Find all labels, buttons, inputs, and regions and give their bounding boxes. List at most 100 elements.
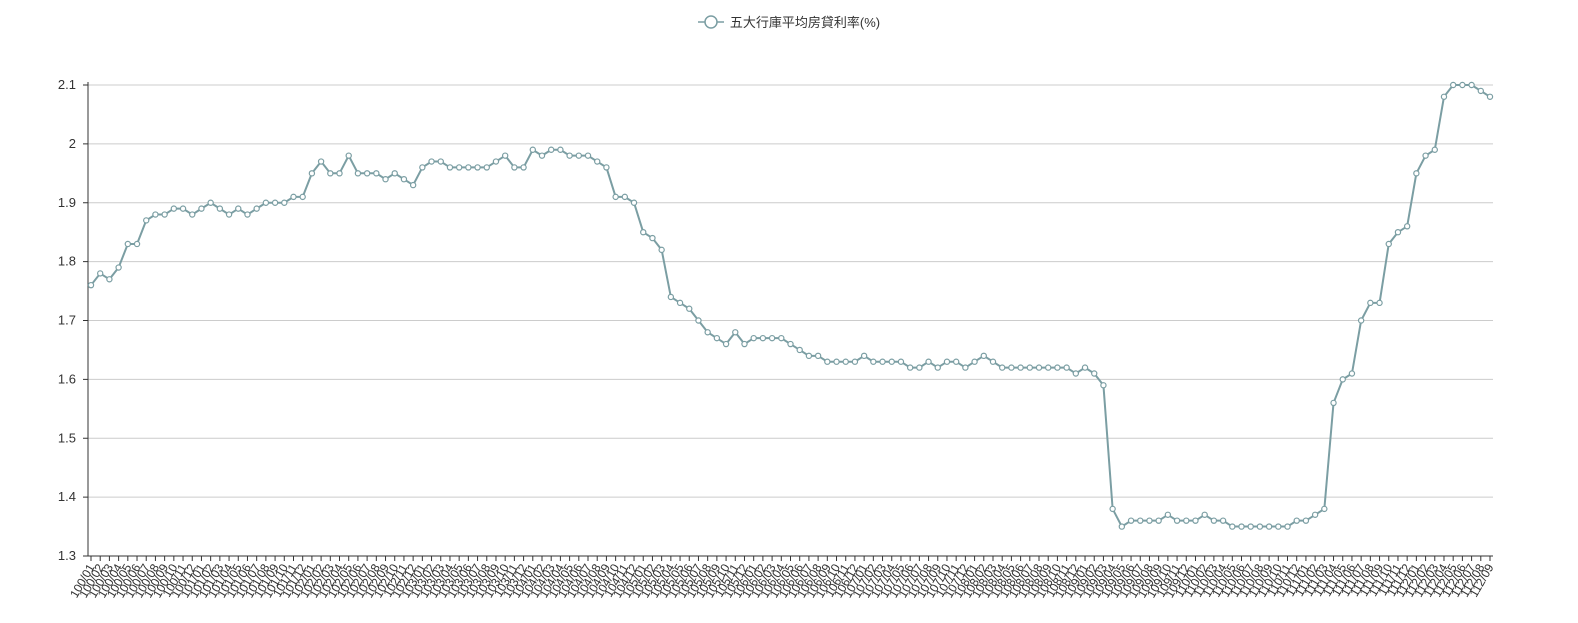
data-point[interactable] (1376, 299, 1383, 307)
data-point[interactable] (1321, 505, 1328, 513)
data-point[interactable] (906, 364, 914, 371)
data-point[interactable] (621, 193, 629, 201)
data-point[interactable] (1063, 364, 1070, 371)
data-point[interactable] (1072, 370, 1080, 377)
data-point[interactable] (1100, 382, 1107, 389)
data-point[interactable] (842, 358, 849, 365)
data-point[interactable] (235, 205, 242, 212)
data-point[interactable] (860, 352, 868, 360)
data-point[interactable] (713, 334, 721, 342)
data-point[interactable] (474, 164, 481, 171)
data-point[interactable] (814, 352, 822, 360)
data-point[interactable] (133, 240, 141, 248)
data-point[interactable] (704, 329, 711, 336)
data-point[interactable] (124, 240, 132, 248)
data-point[interactable] (943, 358, 951, 365)
data-point[interactable] (584, 152, 592, 159)
data-point[interactable] (1302, 517, 1310, 524)
data-point[interactable] (934, 364, 941, 371)
data-point[interactable] (1403, 223, 1411, 230)
data-point[interactable] (354, 170, 362, 177)
data-point[interactable] (575, 152, 583, 159)
data-point[interactable] (189, 211, 196, 218)
data-point[interactable] (363, 170, 371, 177)
data-point[interactable] (529, 146, 536, 153)
data-point[interactable] (1357, 317, 1365, 324)
data-point[interactable] (446, 164, 454, 171)
data-point[interactable] (778, 334, 785, 342)
data-point[interactable] (1201, 511, 1208, 518)
data-point[interactable] (1192, 517, 1199, 524)
data-point[interactable] (1486, 93, 1494, 100)
legend-item[interactable]: 五大行庫平均房貸利率(%) (697, 12, 880, 31)
data-point[interactable] (1210, 517, 1218, 524)
data-point[interactable] (428, 158, 435, 165)
data-point[interactable] (1219, 517, 1227, 524)
data-point[interactable] (262, 199, 270, 206)
data-point[interactable] (566, 152, 573, 159)
data-point[interactable] (1054, 364, 1061, 371)
data-point[interactable] (962, 364, 969, 371)
data-point[interactable] (419, 164, 426, 171)
data-point[interactable] (152, 211, 159, 218)
data-point[interactable] (630, 199, 638, 206)
data-point[interactable] (1459, 81, 1466, 89)
data-point[interactable] (143, 217, 150, 224)
data-point[interactable] (805, 352, 813, 360)
data-point[interactable] (511, 164, 518, 171)
data-point[interactable] (345, 152, 352, 159)
data-point[interactable] (658, 246, 665, 254)
data-point[interactable] (879, 358, 886, 365)
data-point[interactable] (1385, 240, 1392, 248)
data-point[interactable] (870, 358, 877, 365)
data-point[interactable] (594, 158, 601, 165)
data-point[interactable] (1017, 364, 1024, 371)
data-point[interactable] (768, 334, 776, 342)
data-point[interactable] (271, 199, 279, 206)
data-point[interactable] (732, 329, 739, 336)
data-point[interactable] (1468, 81, 1475, 89)
data-point[interactable] (244, 211, 251, 218)
data-point[interactable] (971, 358, 978, 365)
data-point[interactable] (998, 364, 1006, 371)
data-point[interactable] (1284, 523, 1291, 530)
data-point[interactable] (980, 352, 987, 360)
data-point[interactable] (1155, 517, 1162, 524)
data-point[interactable] (97, 270, 104, 277)
data-point[interactable] (925, 358, 932, 365)
data-point[interactable] (1045, 364, 1052, 371)
data-point[interactable] (336, 170, 343, 177)
data-point[interactable] (455, 164, 463, 171)
data-point[interactable] (787, 340, 794, 348)
data-point[interactable] (833, 358, 840, 365)
data-point[interactable] (676, 299, 684, 307)
data-point[interactable] (612, 193, 619, 201)
data-point[interactable] (87, 281, 95, 289)
data-point[interactable] (695, 317, 702, 324)
data-point[interactable] (115, 264, 122, 271)
data-point[interactable] (750, 334, 757, 342)
data-point[interactable] (501, 152, 509, 159)
data-point[interactable] (161, 211, 168, 218)
data-point[interactable] (640, 228, 647, 236)
data-point[interactable] (1367, 299, 1374, 307)
data-point[interactable] (796, 346, 803, 354)
data-point[interactable] (1477, 87, 1484, 95)
data-point[interactable] (667, 293, 675, 301)
data-point[interactable] (649, 234, 656, 242)
data-point[interactable] (1275, 523, 1282, 530)
data-point[interactable] (1431, 146, 1438, 153)
data-point[interactable] (327, 170, 334, 177)
data-point[interactable] (1035, 364, 1043, 371)
data-point[interactable] (106, 276, 113, 283)
data-point[interactable] (888, 358, 895, 365)
data-point[interactable] (1118, 523, 1126, 530)
data-point[interactable] (1265, 523, 1273, 530)
data-point[interactable] (1146, 517, 1153, 524)
data-point[interactable] (290, 193, 297, 201)
data-point[interactable] (722, 340, 730, 348)
data-point[interactable] (483, 164, 490, 171)
data-point[interactable] (916, 364, 923, 371)
data-point[interactable] (437, 158, 444, 165)
data-point[interactable] (179, 205, 187, 212)
